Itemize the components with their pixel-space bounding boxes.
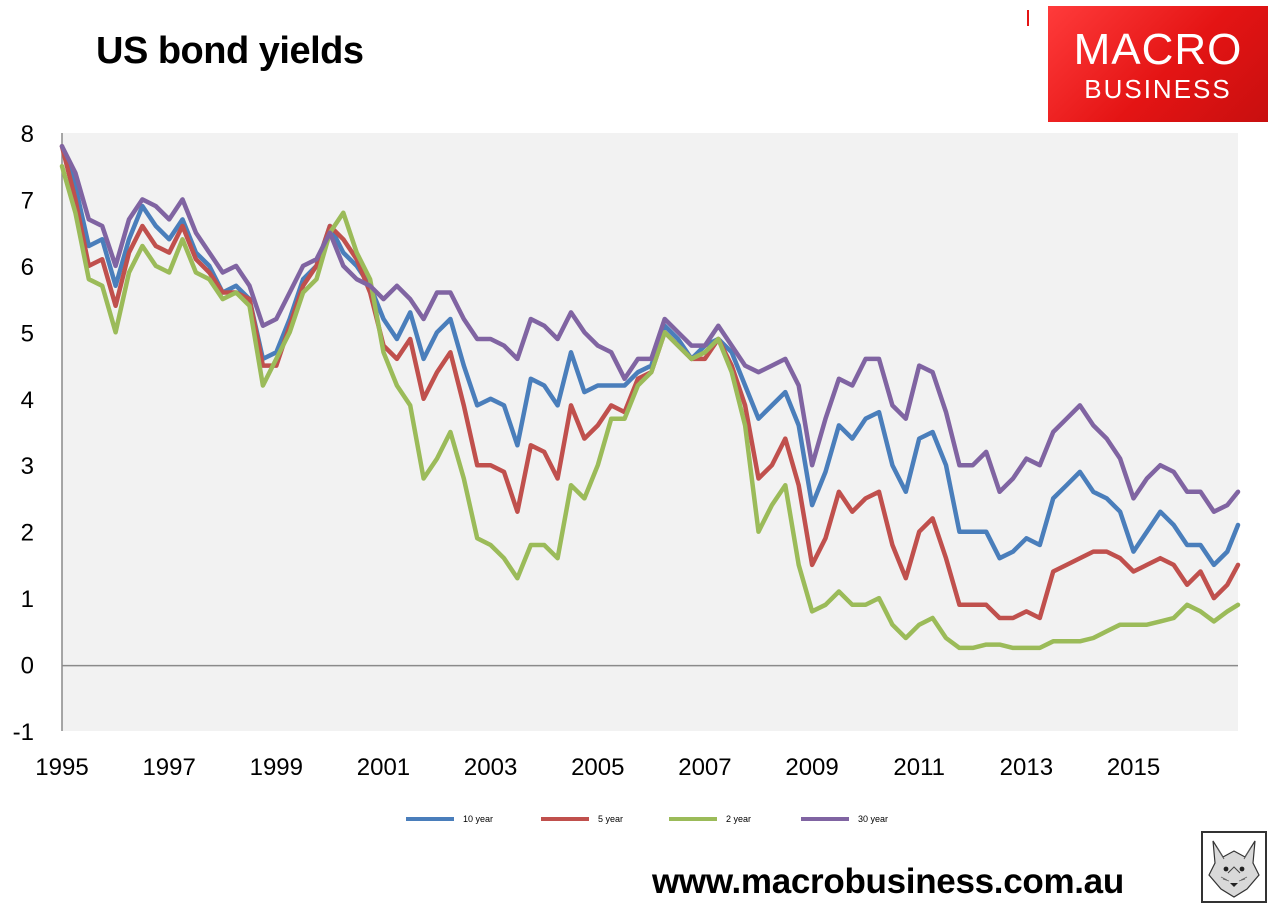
plot-area <box>62 133 1238 731</box>
chart-title: US bond yields <box>96 30 364 72</box>
y-tick-label: 5 <box>21 320 34 347</box>
x-tick-label: 2011 <box>893 754 945 781</box>
logo-accent-mark <box>1027 10 1029 26</box>
legend: 10 year 5 year 2 year 30 year <box>406 814 888 824</box>
x-tick-label: 2015 <box>1107 754 1160 781</box>
x-tick-label: 2009 <box>785 754 838 781</box>
x-tick-label: 2007 <box>678 754 731 781</box>
legend-label: 10 year <box>463 814 493 824</box>
y-tick-label: 1 <box>21 586 34 613</box>
legend-label: 2 year <box>726 814 751 824</box>
x-tick-label: 1997 <box>142 754 195 781</box>
y-tick-label: 7 <box>21 187 34 214</box>
logo-text-business: BUSINESS <box>1084 74 1232 104</box>
series-layer <box>59 144 1241 651</box>
x-tick-labels: 1995 1997 1999 2001 2003 2005 2007 2009 2011 2013… <box>35 754 1160 781</box>
macrobusiness-logo-icon[interactable]: MACRO BUSINESS <box>1048 6 1268 122</box>
series-line-30-year <box>59 144 1241 514</box>
x-tick-label: 1999 <box>250 754 303 781</box>
y-tick-label: 2 <box>21 520 34 547</box>
y-tick-label: 8 <box>21 121 34 148</box>
website-url[interactable]: www.macrobusiness.com.au <box>652 862 1124 901</box>
wolf-icon <box>1201 831 1267 903</box>
y-tick-label: 4 <box>21 387 34 414</box>
logo-text-macro: MACRO <box>1073 25 1243 74</box>
legend-label: 5 year <box>598 814 623 824</box>
x-tick-label: 2001 <box>357 754 410 781</box>
x-tick-label: 2005 <box>571 754 624 781</box>
legend-label: 30 year <box>858 814 888 824</box>
x-tick-label: 2003 <box>464 754 517 781</box>
y-tick-label: 6 <box>21 254 34 281</box>
wolf-icon-drawing <box>1208 840 1260 898</box>
y-tick-labels: -1 0 1 2 3 4 5 6 7 8 <box>13 121 34 746</box>
y-tick-label: 3 <box>21 453 34 480</box>
x-tick-label: 2013 <box>1000 754 1053 781</box>
series-line-2-year <box>59 163 1241 651</box>
y-tick-label: 0 <box>21 653 34 680</box>
x-tick-label: 1995 <box>35 754 88 781</box>
y-tick-label: -1 <box>13 719 34 746</box>
